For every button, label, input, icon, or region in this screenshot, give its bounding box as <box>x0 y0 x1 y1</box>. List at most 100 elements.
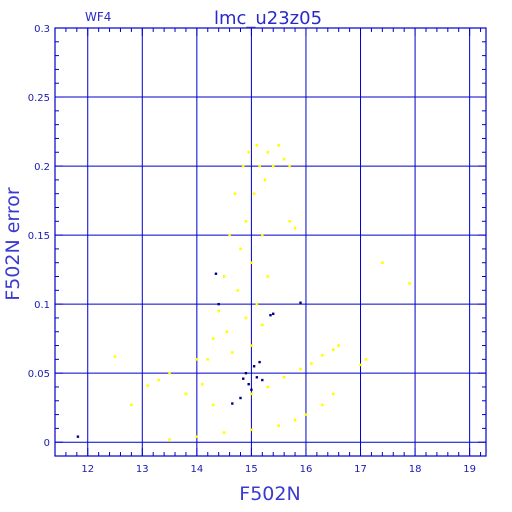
x-tick-label: 16 <box>300 464 313 475</box>
flagged-point <box>214 272 218 275</box>
flagged-point <box>247 383 250 386</box>
data-point <box>244 316 248 320</box>
data-point <box>408 282 411 285</box>
data-point <box>168 438 171 441</box>
y-tick-label: 0.2 <box>34 162 50 173</box>
data-point <box>266 385 270 389</box>
x-tick-labels: 12 13 14 15 16 17 18 19 <box>81 464 476 475</box>
data-point <box>146 384 150 387</box>
data-point <box>250 428 253 432</box>
data-point <box>263 178 267 182</box>
data-point <box>266 150 270 154</box>
data-point <box>113 355 117 358</box>
x-tick-label: 14 <box>190 464 203 475</box>
data-point <box>250 261 253 265</box>
flagged-point <box>255 376 259 379</box>
data-point <box>288 164 291 168</box>
data-point <box>201 382 204 386</box>
data-point <box>228 233 231 237</box>
data-point <box>282 376 286 379</box>
flagged-point <box>76 435 80 438</box>
data-point <box>364 358 368 361</box>
flagged-point <box>261 378 264 382</box>
flagged-point <box>239 396 242 400</box>
flagged-point <box>299 301 302 304</box>
data-point <box>168 371 171 375</box>
data-point <box>310 362 313 365</box>
y-tick-label: 0 <box>44 438 50 449</box>
x-axis-title: F502N <box>239 483 300 505</box>
chart-title: lmc_u23z05 <box>214 8 322 29</box>
axis-ticks <box>54 27 486 457</box>
data-point <box>250 344 253 347</box>
data-point <box>236 289 240 292</box>
data-point <box>250 392 253 396</box>
data-point <box>337 344 340 347</box>
data-point <box>241 164 245 168</box>
data-point <box>195 435 199 438</box>
y-tick-label: 0.15 <box>28 231 50 242</box>
data-point <box>252 192 256 195</box>
data-point <box>293 226 297 230</box>
x-tick-label: 15 <box>245 464 258 475</box>
y-tick-label: 0.3 <box>34 24 50 35</box>
data-point <box>222 275 226 278</box>
data-point <box>359 363 362 367</box>
data-point <box>282 157 286 161</box>
data-point <box>271 164 275 168</box>
data-point <box>266 275 270 278</box>
y-tick-label: 0.05 <box>28 369 50 380</box>
data-point <box>277 424 280 427</box>
flagged-point <box>269 313 272 317</box>
flagged-point <box>231 402 234 405</box>
data-point <box>293 418 297 422</box>
data-point <box>381 261 384 265</box>
data-point <box>258 164 261 168</box>
plot-frame <box>54 27 487 457</box>
data-point <box>233 192 237 195</box>
data-point <box>222 431 226 434</box>
data-point <box>261 323 264 327</box>
data-point <box>247 150 250 154</box>
data-point <box>211 337 215 340</box>
data-point <box>304 413 308 416</box>
data-point <box>231 351 234 354</box>
data-point <box>206 358 210 361</box>
data-point <box>195 358 199 361</box>
flagged-point <box>244 371 248 375</box>
x-tick-label: 13 <box>136 464 149 475</box>
x-tick-label: 17 <box>354 464 367 475</box>
y-axis-title: F502N error <box>2 187 24 301</box>
flagged-point <box>272 312 275 315</box>
flagged-point <box>258 360 261 364</box>
data-point <box>288 219 291 223</box>
panel-label: WF4 <box>85 10 111 24</box>
data-point <box>299 367 302 371</box>
data-point <box>239 247 242 251</box>
x-tick-label: 12 <box>81 464 94 475</box>
data-point <box>261 233 264 237</box>
data-point <box>225 330 229 334</box>
flagged-point <box>217 302 220 306</box>
data-points <box>76 144 411 441</box>
y-tick-labels: 0 0.05 0.1 0.15 0.2 0.25 0.3 <box>28 24 50 449</box>
data-point <box>211 403 215 407</box>
x-tick-label: 19 <box>463 464 476 475</box>
y-tick-label: 0.1 <box>34 300 50 311</box>
data-point <box>244 219 248 223</box>
data-point <box>331 348 335 351</box>
y-tick-label: 0.25 <box>28 93 50 104</box>
data-point <box>255 302 259 306</box>
data-point <box>321 403 324 407</box>
data-point <box>157 378 160 382</box>
flagged-point <box>252 365 256 368</box>
data-point <box>184 392 188 396</box>
flagged-point <box>242 377 245 380</box>
data-point <box>130 403 133 407</box>
flagged-point <box>250 388 253 391</box>
data-point <box>255 144 259 147</box>
data-point <box>217 309 220 313</box>
x-tick-label: 18 <box>409 464 422 475</box>
